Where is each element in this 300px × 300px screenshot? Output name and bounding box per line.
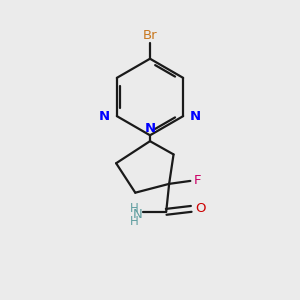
Text: N: N bbox=[144, 122, 156, 135]
Text: F: F bbox=[193, 173, 201, 187]
Text: H: H bbox=[130, 202, 138, 215]
Text: N: N bbox=[190, 110, 201, 123]
Text: N: N bbox=[99, 110, 110, 123]
Text: Br: Br bbox=[143, 28, 157, 42]
Text: H: H bbox=[130, 215, 138, 228]
Text: O: O bbox=[196, 202, 206, 215]
Text: N: N bbox=[132, 208, 142, 221]
